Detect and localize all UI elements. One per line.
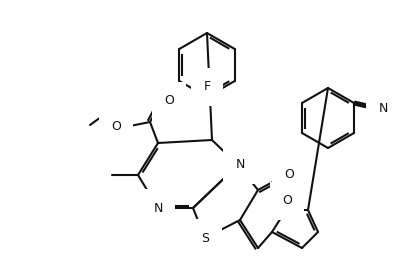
Text: N: N: [235, 158, 245, 172]
Text: S: S: [201, 232, 209, 244]
Text: F: F: [203, 81, 211, 94]
Text: N: N: [153, 202, 163, 214]
Text: O: O: [164, 95, 174, 108]
Text: O: O: [282, 194, 292, 208]
Text: N: N: [378, 101, 387, 114]
Text: O: O: [284, 169, 294, 182]
Text: O: O: [111, 120, 121, 133]
